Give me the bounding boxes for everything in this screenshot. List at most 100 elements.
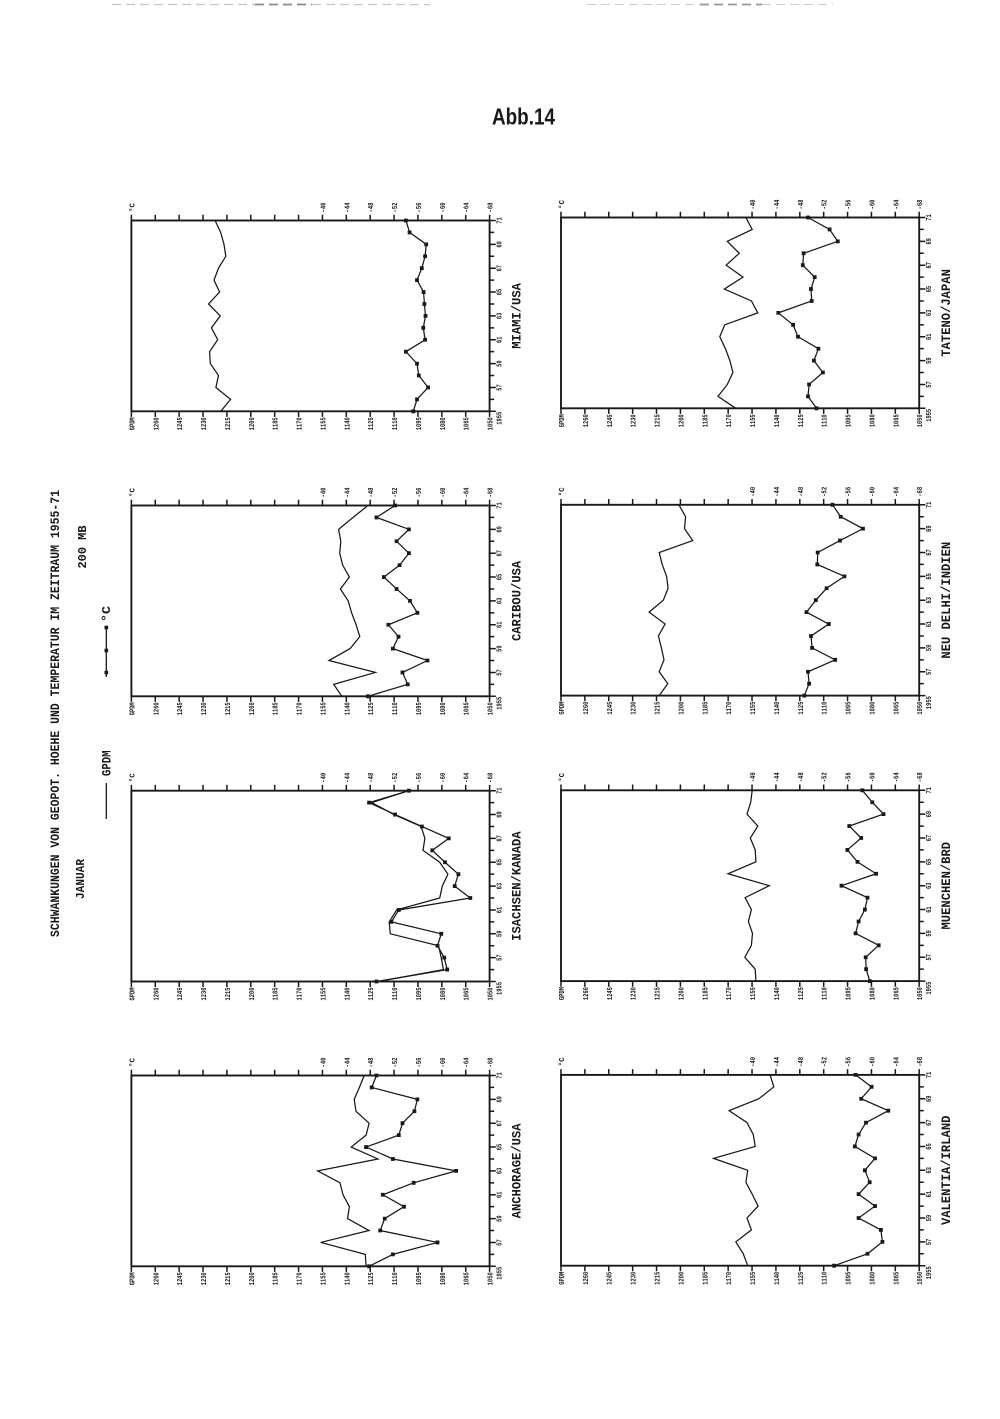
svg-text:-60: -60 — [869, 1057, 877, 1067]
svg-text:1955: 1955 — [497, 696, 505, 709]
svg-text:1230: 1230 — [201, 1272, 209, 1285]
svg-text:1260: 1260 — [583, 987, 591, 1000]
svg-text:1260: 1260 — [583, 1271, 591, 1284]
svg-text:1245: 1245 — [607, 414, 615, 427]
svg-text:63: 63 — [926, 882, 934, 889]
svg-text:-60: -60 — [869, 486, 877, 496]
svg-text:59: 59 — [926, 644, 934, 651]
svg-text:1050: 1050 — [488, 702, 496, 715]
svg-text:71: 71 — [926, 501, 934, 508]
svg-text:59: 59 — [926, 357, 934, 364]
svg-text:1200: 1200 — [678, 987, 686, 1000]
svg-text:1185: 1185 — [702, 701, 710, 714]
svg-text:69: 69 — [926, 1095, 934, 1102]
svg-text:NEU DELHI/INDIEN: NEU DELHI/INDIEN — [939, 542, 954, 659]
svg-text:1170: 1170 — [726, 414, 734, 427]
svg-text:1230: 1230 — [201, 987, 209, 1000]
svg-text:57: 57 — [926, 381, 934, 388]
svg-text:MIAMI/USA: MIAMI/USA — [510, 283, 525, 349]
svg-text:-64: -64 — [893, 199, 901, 209]
svg-text:1170: 1170 — [726, 701, 734, 714]
svg-text:1245: 1245 — [607, 701, 615, 714]
svg-text:1125: 1125 — [798, 987, 806, 1000]
svg-text:1050: 1050 — [488, 1272, 496, 1285]
svg-text:-60: -60 — [869, 772, 877, 782]
svg-text:°C: °C — [129, 1058, 138, 1067]
svg-text:1095: 1095 — [416, 417, 424, 430]
svg-text:57: 57 — [926, 669, 934, 676]
svg-text:1110: 1110 — [392, 1272, 400, 1285]
svg-text:1155: 1155 — [750, 987, 758, 1000]
svg-text:1140: 1140 — [344, 702, 352, 715]
svg-text:59: 59 — [926, 1214, 934, 1221]
svg-text:1215: 1215 — [225, 1272, 233, 1285]
svg-text:°C: °C — [558, 200, 567, 209]
svg-text:GPDM: GPDM — [129, 417, 137, 430]
svg-text:1125: 1125 — [798, 1271, 806, 1284]
svg-text:-64: -64 — [893, 772, 901, 782]
svg-text:-40: -40 — [750, 1057, 758, 1067]
svg-text:67: 67 — [497, 550, 505, 557]
svg-text:1230: 1230 — [201, 417, 209, 430]
svg-text:67: 67 — [926, 549, 934, 556]
svg-text:1245: 1245 — [177, 702, 185, 715]
svg-text:1185: 1185 — [702, 414, 710, 427]
svg-text:1140: 1140 — [774, 414, 782, 427]
svg-text:67: 67 — [926, 835, 934, 842]
svg-text:59: 59 — [926, 930, 934, 937]
svg-text:1245: 1245 — [177, 1272, 185, 1285]
svg-text:MUENCHEN/BRD: MUENCHEN/BRD — [939, 842, 954, 930]
svg-text:1170: 1170 — [297, 987, 305, 1000]
svg-text:1140: 1140 — [774, 701, 782, 714]
svg-text:-56: -56 — [416, 487, 424, 497]
svg-text:1050: 1050 — [488, 987, 496, 1000]
svg-text:63: 63 — [497, 883, 505, 890]
svg-text:1245: 1245 — [607, 1271, 615, 1284]
svg-text:1065: 1065 — [464, 702, 472, 715]
svg-text:1170: 1170 — [297, 1272, 305, 1285]
svg-text:1125: 1125 — [368, 702, 376, 715]
svg-text:67: 67 — [497, 835, 505, 842]
svg-text:1260: 1260 — [153, 417, 161, 430]
svg-text:1095: 1095 — [416, 1272, 424, 1285]
svg-text:1185: 1185 — [273, 987, 281, 1000]
svg-text:1955: 1955 — [926, 696, 934, 709]
svg-text:1215: 1215 — [655, 701, 663, 714]
svg-text:-68: -68 — [917, 199, 925, 209]
svg-text:-48: -48 — [368, 1057, 376, 1067]
svg-text:-64: -64 — [893, 486, 901, 496]
svg-text:GPDM: GPDM — [129, 702, 137, 715]
svg-text:GPDM: GPDM — [129, 987, 137, 1000]
svg-text:1125: 1125 — [368, 417, 376, 430]
svg-text:65: 65 — [497, 288, 505, 295]
svg-text:71: 71 — [497, 217, 505, 224]
svg-text:-48: -48 — [798, 1057, 806, 1067]
svg-text:67: 67 — [926, 262, 934, 269]
svg-text:GPDM: GPDM — [129, 1272, 137, 1285]
svg-text:1230: 1230 — [631, 414, 639, 427]
svg-text:-44: -44 — [774, 199, 782, 209]
svg-text:1155: 1155 — [320, 987, 328, 1000]
svg-text:59: 59 — [497, 360, 505, 367]
svg-text:-52: -52 — [822, 1057, 830, 1067]
svg-text:71: 71 — [497, 787, 505, 794]
svg-text:1955: 1955 — [497, 411, 505, 424]
svg-text:-40: -40 — [320, 487, 328, 497]
svg-text:1260: 1260 — [153, 702, 161, 715]
svg-text:1095: 1095 — [846, 1271, 854, 1284]
svg-text:67: 67 — [926, 1119, 934, 1126]
svg-text:1110: 1110 — [822, 701, 830, 714]
svg-text:-52: -52 — [822, 772, 830, 782]
svg-text:1080: 1080 — [440, 417, 448, 430]
svg-text:JANUAR: JANUAR — [74, 858, 88, 899]
svg-text:69: 69 — [926, 525, 934, 532]
svg-text:-56: -56 — [416, 772, 424, 782]
svg-text:1230: 1230 — [631, 987, 639, 1000]
svg-text:-44: -44 — [774, 772, 782, 782]
svg-text:1260: 1260 — [153, 987, 161, 1000]
svg-text:61: 61 — [497, 906, 505, 913]
svg-text:-40: -40 — [320, 1057, 328, 1067]
svg-text:°C: °C — [558, 772, 567, 781]
svg-text:1065: 1065 — [893, 414, 901, 427]
svg-text:1095: 1095 — [846, 701, 854, 714]
